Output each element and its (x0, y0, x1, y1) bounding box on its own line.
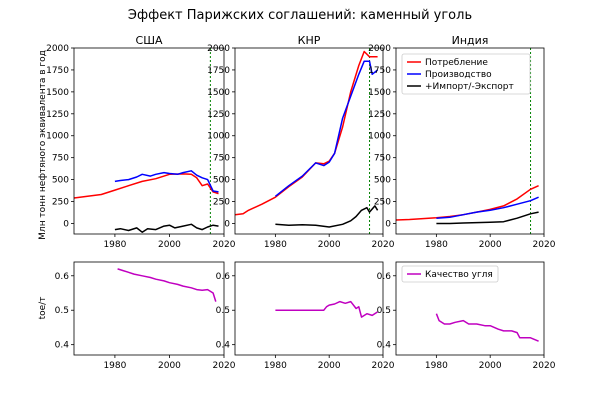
series-line-production (436, 196, 539, 219)
x-tick-label: 2000 (158, 361, 181, 371)
chart-panels: США 1980 2000 2020 0 250 500 750 1000 1250 1500 175… (46, 34, 556, 371)
legend-label-quality: Качество угля (425, 270, 493, 280)
x-tick-label: 2020 (533, 361, 556, 371)
panel-5: 1980 2000 2020 0.4 0.5 0.6 Качество угля (377, 261, 556, 371)
y-tick-label: 1000 (46, 132, 69, 142)
y-tick-label: 1500 (207, 88, 230, 98)
x-tick-label: 1980 (425, 240, 448, 250)
y-tick-label: 0.4 (55, 341, 70, 351)
y-tick-label: 500 (374, 176, 391, 186)
y-tick-label: 1000 (207, 132, 230, 142)
y-tick-label: 0.6 (216, 272, 231, 282)
y-tick-label: 250 (374, 198, 391, 208)
series-line-consumption (395, 185, 539, 221)
x-tick-label: 2020 (372, 240, 395, 250)
x-tick-label: 2020 (533, 240, 556, 250)
axes-frame (73, 261, 225, 356)
series-line-net_import (275, 205, 379, 228)
figure-title: Эффект Парижских соглашений: каменный уг… (128, 8, 472, 23)
y-tick-label: 0 (224, 219, 230, 229)
panel-0: США 1980 2000 2020 0 250 500 750 1000 1250 1500 175… (46, 34, 236, 250)
axes-frame (395, 261, 545, 356)
y-tick-label: 1750 (368, 66, 391, 76)
panel-title: США (136, 34, 163, 47)
legend-label-net_import: +Импорт/-Экспорт (425, 82, 514, 92)
series-line-quality (435, 313, 539, 342)
y-tick-label: 1250 (207, 110, 230, 120)
axes-frame (395, 47, 545, 235)
x-tick-label: 1980 (264, 361, 287, 371)
series-line-net_import (114, 223, 219, 233)
series-line-consumption (234, 50, 378, 216)
y-tick-label: 0 (385, 219, 391, 229)
x-tick-label: 2020 (213, 361, 236, 371)
y-tick-label: 500 (52, 176, 69, 186)
y-tick-label: 0.6 (377, 272, 392, 282)
panel-4: 1980 2000 2020 0.4 0.5 0.6 (216, 261, 395, 371)
series-line-quality (275, 300, 379, 318)
y-axis-label-top: Млн тонн нефтяного эквивалента в год (38, 50, 48, 240)
y-tick-label: 1000 (368, 132, 391, 142)
panel-title: КНР (298, 34, 321, 47)
x-tick-label: 2000 (318, 240, 341, 250)
y-tick-label: 1250 (46, 110, 69, 120)
x-tick-label: 2000 (318, 361, 341, 371)
y-tick-label: 0.5 (377, 306, 391, 316)
panel-title: Индия (452, 34, 489, 47)
series-line-consumption (73, 173, 219, 199)
x-tick-label: 2000 (158, 240, 181, 250)
y-tick-label: 2000 (368, 44, 391, 54)
x-tick-label: 1980 (103, 361, 126, 371)
x-tick-label: 2020 (372, 361, 395, 371)
x-tick-label: 1980 (103, 240, 126, 250)
x-tick-label: 1980 (264, 240, 287, 250)
y-tick-label: 1500 (46, 88, 69, 98)
series-line-production (114, 170, 219, 193)
y-tick-label: 2000 (46, 44, 69, 54)
y-tick-label: 0.5 (55, 306, 69, 316)
axes-frame (234, 261, 384, 356)
panel-2: Индия 1980 2000 2020 0 250 500 750 1000 1250 1500 1… (368, 34, 556, 250)
y-tick-label: 0 (63, 219, 69, 229)
legend-label-consumption: Потребление (425, 58, 488, 68)
x-tick-label: 2000 (479, 361, 502, 371)
y-tick-label: 0.6 (55, 272, 70, 282)
y-tick-label: 0.4 (216, 341, 231, 351)
legend-box (401, 265, 499, 283)
y-tick-label: 750 (52, 154, 69, 164)
y-tick-label: 750 (374, 154, 391, 164)
y-tick-label: 500 (213, 176, 230, 186)
panel-3: 1980 2000 2020 0.4 0.5 0.6 (55, 261, 236, 371)
y-tick-label: 0.5 (216, 306, 230, 316)
y-tick-label: 250 (213, 198, 230, 208)
y-tick-label: 750 (213, 154, 230, 164)
x-tick-label: 2020 (213, 240, 236, 250)
legend-box (401, 53, 531, 95)
series-line-quality (117, 268, 217, 302)
x-tick-label: 2000 (479, 240, 502, 250)
series-line-net_import (436, 211, 539, 225)
panel-1: КНР 1980 2000 2020 0 250 500 750 1000 1250 1500 175… (207, 34, 395, 250)
y-tick-label: 2000 (207, 44, 230, 54)
y-tick-label: 250 (52, 198, 69, 208)
y-axis-label-bottom: toe/т (38, 297, 48, 320)
legend-label-production: Производство (425, 70, 492, 80)
axes-frame (234, 47, 384, 235)
y-tick-label: 1250 (368, 110, 391, 120)
y-tick-label: 1750 (207, 66, 230, 76)
y-tick-label: 0.4 (377, 341, 392, 351)
series-line-production (274, 60, 379, 197)
x-tick-label: 1980 (425, 361, 448, 371)
axes-frame (73, 47, 225, 235)
y-tick-label: 1500 (368, 88, 391, 98)
y-tick-label: 1750 (46, 66, 69, 76)
